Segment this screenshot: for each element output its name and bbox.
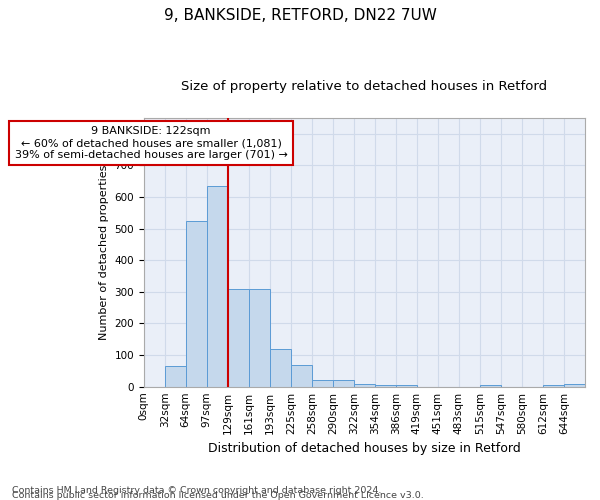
Bar [333,380,354,386]
Text: Contains public sector information licensed under the Open Government Licence v3: Contains public sector information licen… [12,491,424,500]
Title: Size of property relative to detached houses in Retford: Size of property relative to detached ho… [181,80,547,93]
Bar [228,288,249,386]
Bar [480,385,501,386]
Bar [375,385,396,386]
Text: 9, BANKSIDE, RETFORD, DN22 7UW: 9, BANKSIDE, RETFORD, DN22 7UW [164,8,436,22]
Bar [186,220,207,386]
Bar [354,384,375,386]
Bar [396,385,417,386]
Text: Contains HM Land Registry data © Crown copyright and database right 2024.: Contains HM Land Registry data © Crown c… [12,486,382,495]
Bar [207,186,228,386]
Bar [312,380,333,386]
Bar [291,364,312,386]
Y-axis label: Number of detached properties: Number of detached properties [99,164,109,340]
Bar [543,385,564,386]
X-axis label: Distribution of detached houses by size in Retford: Distribution of detached houses by size … [208,442,521,455]
Bar [270,348,291,387]
Bar [165,366,186,386]
Bar [564,384,585,386]
Text: 9 BANKSIDE: 122sqm
← 60% of detached houses are smaller (1,081)
39% of semi-deta: 9 BANKSIDE: 122sqm ← 60% of detached hou… [14,126,287,160]
Bar [249,288,270,386]
